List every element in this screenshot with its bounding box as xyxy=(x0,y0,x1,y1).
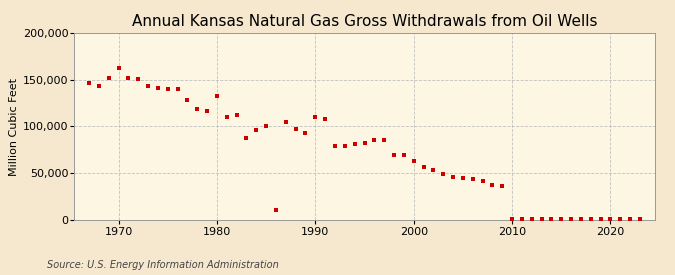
Point xyxy=(142,84,153,89)
Point xyxy=(261,124,271,129)
Point xyxy=(162,87,173,91)
Point xyxy=(536,216,547,221)
Point xyxy=(438,172,449,176)
Y-axis label: Million Cubic Feet: Million Cubic Feet xyxy=(9,78,19,175)
Point xyxy=(448,175,458,179)
Point xyxy=(251,128,262,133)
Point xyxy=(232,113,242,117)
Point xyxy=(182,98,193,103)
Point xyxy=(202,108,213,113)
Point xyxy=(340,144,350,148)
Point xyxy=(300,131,311,135)
Point xyxy=(428,167,439,172)
Point xyxy=(280,120,291,124)
Title: Annual Kansas Natural Gas Gross Withdrawals from Oil Wells: Annual Kansas Natural Gas Gross Withdraw… xyxy=(132,14,597,29)
Point xyxy=(634,216,645,221)
Point xyxy=(320,117,331,121)
Point xyxy=(556,216,567,221)
Point xyxy=(389,152,400,157)
Point xyxy=(458,176,468,180)
Point xyxy=(221,115,232,119)
Point xyxy=(271,208,281,212)
Point xyxy=(398,153,409,158)
Point xyxy=(605,216,616,221)
Point xyxy=(467,177,478,181)
Point xyxy=(192,106,202,111)
Point xyxy=(516,216,527,221)
Point xyxy=(497,184,508,188)
Point xyxy=(113,65,124,70)
Point xyxy=(103,76,114,80)
Point xyxy=(123,76,134,80)
Point xyxy=(576,216,587,221)
Point xyxy=(241,136,252,140)
Point xyxy=(359,141,370,145)
Point xyxy=(310,115,321,119)
Point xyxy=(507,216,518,221)
Point xyxy=(477,178,488,183)
Point xyxy=(93,84,104,89)
Point xyxy=(290,127,301,131)
Point xyxy=(172,87,183,91)
Point xyxy=(546,216,557,221)
Point xyxy=(369,138,380,142)
Point xyxy=(595,216,606,221)
Point xyxy=(418,164,429,169)
Text: Source: U.S. Energy Information Administration: Source: U.S. Energy Information Administ… xyxy=(47,260,279,270)
Point xyxy=(84,80,95,85)
Point xyxy=(379,138,389,142)
Point xyxy=(625,216,636,221)
Point xyxy=(526,216,537,221)
Point xyxy=(408,159,419,163)
Point xyxy=(566,216,576,221)
Point xyxy=(585,216,596,221)
Point xyxy=(329,144,340,148)
Point xyxy=(487,183,497,187)
Point xyxy=(133,77,144,81)
Point xyxy=(153,86,163,90)
Point xyxy=(211,94,222,98)
Point xyxy=(615,216,626,221)
Point xyxy=(349,142,360,147)
